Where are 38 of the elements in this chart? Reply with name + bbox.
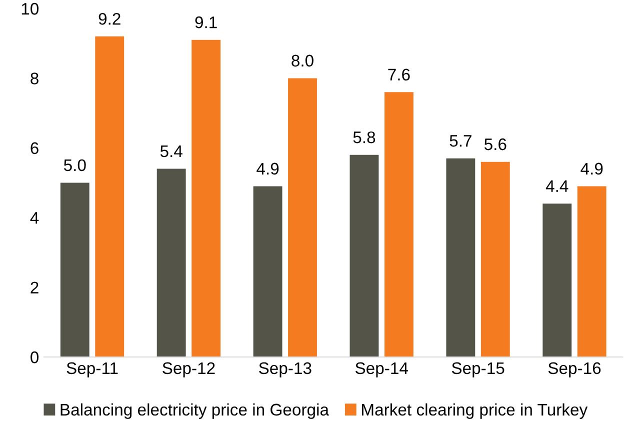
data-label: 8.0 — [292, 54, 314, 67]
data-label: 5.4 — [160, 146, 182, 158]
bar — [156, 168, 186, 357]
bar — [577, 186, 606, 357]
bar — [192, 40, 221, 357]
x-tick-label: Sep-16 — [548, 362, 601, 378]
y-tick-label: 10 — [22, 2, 39, 15]
data-label: 9.1 — [195, 16, 217, 28]
data-label: 5.0 — [64, 159, 86, 172]
bar — [446, 158, 476, 357]
data-label: 7.6 — [388, 68, 410, 81]
x-tick-label: Sep-14 — [355, 362, 408, 378]
bar — [60, 182, 90, 357]
bar — [95, 36, 124, 357]
y-tick-label: 8 — [30, 72, 38, 84]
bar — [253, 186, 282, 357]
data-label: 4.9 — [256, 162, 279, 175]
x-tick-label: Sep-13 — [259, 362, 312, 378]
data-label: 5.6 — [484, 138, 506, 150]
legend-label: Balancing electricity price in Georgia — [60, 403, 330, 419]
bar — [350, 154, 379, 357]
legend-label: Market clearing price in Turkey — [362, 403, 588, 419]
data-label: 4.9 — [580, 162, 603, 175]
bar — [384, 92, 414, 357]
x-tick-label: Sep-12 — [162, 362, 215, 378]
x-tick-label: Sep-11 — [66, 362, 118, 378]
y-tick-label: 2 — [30, 282, 38, 294]
y-tick-label: 4 — [30, 212, 39, 224]
bar — [480, 162, 510, 357]
data-label: 9.2 — [98, 12, 120, 25]
x-tick-label: Sep-15 — [452, 362, 504, 378]
y-tick-label: 6 — [30, 142, 38, 154]
data-label: 5.7 — [450, 135, 472, 147]
data-label: 4.4 — [546, 180, 568, 192]
data-label: 5.8 — [353, 131, 376, 144]
y-tick-label: 0 — [30, 351, 39, 364]
bar — [288, 78, 317, 357]
bar — [542, 204, 572, 357]
